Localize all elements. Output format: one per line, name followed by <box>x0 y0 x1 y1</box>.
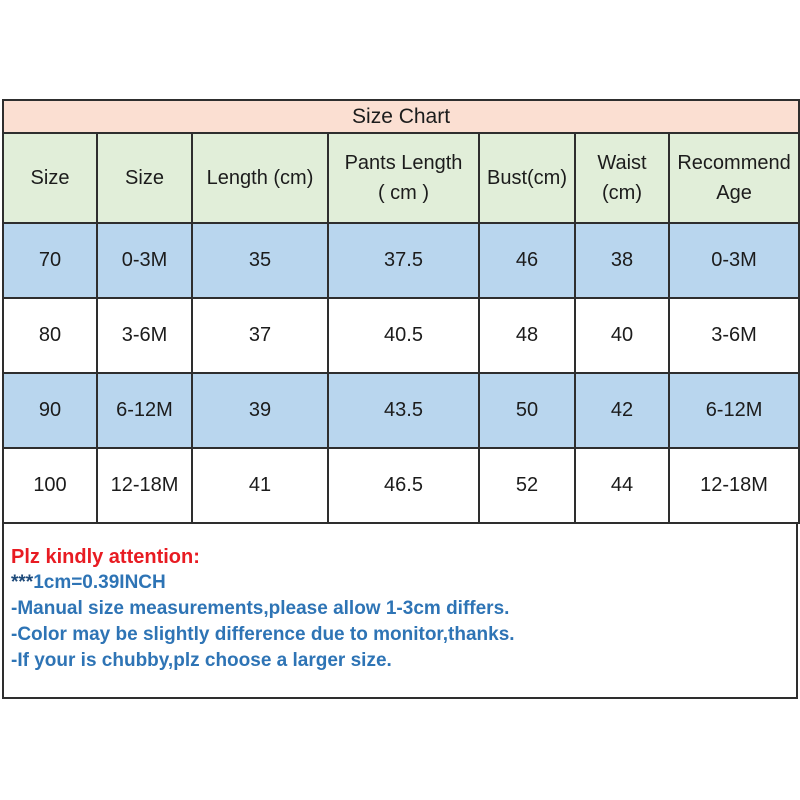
note-chubby-size: -If your is chubby,plz choose a larger s… <box>11 650 392 671</box>
data-cell: 12-18M <box>96 447 193 524</box>
data-cell: 0-3M <box>667 222 800 299</box>
header-cell-length: Length (cm) <box>191 132 329 224</box>
size-table: Size Chart Size Size Length (cm) Pants L… <box>1 99 800 524</box>
data-cell: 37.5 <box>327 222 480 299</box>
data-cell: 0-3M <box>96 222 193 299</box>
data-cell: 44 <box>574 447 670 524</box>
data-cell: 35 <box>191 222 329 299</box>
notes-section: Plz kindly attention: ***1cm=0.39INCH -M… <box>2 524 798 699</box>
data-cell: 100 <box>2 447 98 524</box>
data-cell: 3-6M <box>667 297 800 374</box>
data-cell: 46.5 <box>327 447 480 524</box>
data-cell: 37 <box>191 297 329 374</box>
inch-prefix: *** <box>11 572 34 593</box>
data-cell: 38 <box>574 222 670 299</box>
data-cell: 41 <box>191 447 329 524</box>
title-row: Size Chart <box>1 99 800 134</box>
table-row-90: 90 6-12M 39 43.5 50 42 6-12M <box>2 372 800 449</box>
data-cell: 52 <box>478 447 576 524</box>
data-cell: 80 <box>2 297 98 374</box>
data-cell: 42 <box>574 372 670 449</box>
header-cell-size-1: Size <box>2 132 98 224</box>
data-cell: 6-12M <box>667 372 800 449</box>
data-cell: 48 <box>478 297 576 374</box>
data-cell: 12-18M <box>667 447 800 524</box>
header-cell-pants-length: Pants Length ( cm ) <box>327 132 480 224</box>
table-row-80: 80 3-6M 37 40.5 48 40 3-6M <box>2 297 800 374</box>
data-cell: 39 <box>191 372 329 449</box>
header-cell-waist: Waist (cm) <box>574 132 670 224</box>
size-chart: Size Chart Size Size Length (cm) Pants L… <box>1 99 800 699</box>
data-cell: 3-6M <box>96 297 193 374</box>
table-row-100: 100 12-18M 41 46.5 52 44 12-18M <box>2 447 800 524</box>
data-cell: 50 <box>478 372 576 449</box>
table-title: Size Chart <box>1 99 800 134</box>
data-cell: 40.5 <box>327 297 480 374</box>
note-manual-measurement: -Manual size measurements,please allow 1… <box>11 598 510 619</box>
attention-heading: Plz kindly attention: <box>11 546 200 568</box>
inch-text: 1cm=0.39INCH <box>33 572 166 593</box>
note-inch-conversion: ***1cm=0.39INCH <box>11 570 788 596</box>
data-cell: 43.5 <box>327 372 480 449</box>
table-row-70: 70 0-3M 35 37.5 46 38 0-3M <box>2 222 800 299</box>
data-cell: 70 <box>2 222 98 299</box>
header-cell-size-2: Size <box>96 132 193 224</box>
note-color-difference: -Color may be slightly difference due to… <box>11 624 515 645</box>
data-cell: 90 <box>2 372 98 449</box>
header-cell-bust: Bust(cm) <box>478 132 576 224</box>
data-cell: 46 <box>478 222 576 299</box>
header-cell-recommend-age: Recommend Age <box>667 132 800 224</box>
data-cell: 6-12M <box>96 372 193 449</box>
data-cell: 40 <box>574 297 670 374</box>
header-row: Size Size Length (cm) Pants Length ( cm … <box>2 132 800 224</box>
